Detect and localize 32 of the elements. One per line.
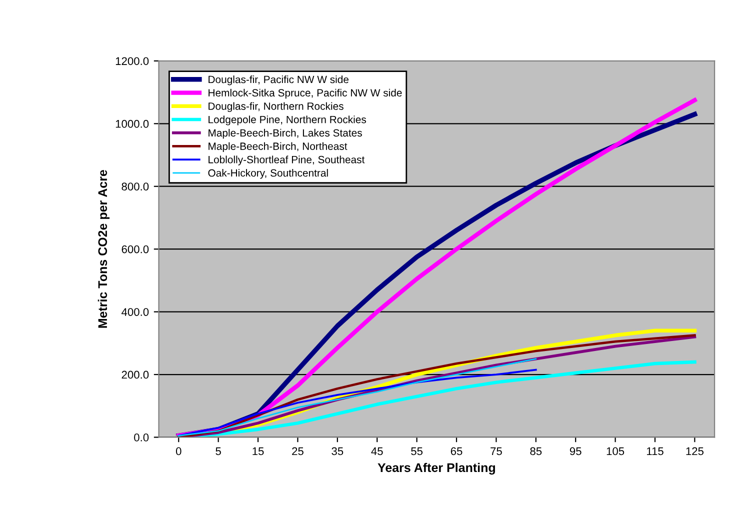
legend-label: Hemlock-Sitka Spruce, Pacific NW W side — [208, 88, 402, 99]
legend-label: Lodgepole Pine, Northern Rockies — [208, 116, 366, 126]
x-tick-label: 65 — [450, 447, 462, 456]
x-tick-label: 0 — [176, 447, 182, 456]
x-tick-label: 45 — [371, 447, 383, 456]
x-tick-label: 95 — [570, 447, 582, 456]
legend-label: Oak-Hickory, Southcentral — [208, 169, 328, 179]
x-tick-label: 125 — [686, 447, 704, 456]
y-axis-title: Metric Tons CO2e per Acre — [98, 170, 110, 328]
y-tick-label: 600.0 — [122, 245, 149, 254]
y-tick-label: 1200.0 — [116, 57, 149, 66]
x-tick-label: 5 — [216, 447, 221, 456]
line-series — [176, 360, 696, 438]
legend-label: Douglas-fir, Pacific NW W side — [208, 76, 349, 86]
legend-label: Maple-Beech-Birch, Northeast — [208, 142, 348, 152]
legend-label: Maple-Beech-Birch, Lakes States — [208, 128, 362, 139]
legend-label: Loblolly-Shortleaf Pine, Southeast — [208, 156, 365, 166]
legend-label: Douglas-fir, Northern Rockies — [208, 102, 344, 112]
x-tick-label: 55 — [411, 447, 423, 456]
x-tick-label: 105 — [606, 447, 624, 456]
y-tick-label: 800.0 — [122, 182, 149, 191]
x-tick-label: 35 — [332, 447, 344, 456]
y-tick-label: 400.0 — [122, 308, 149, 316]
x-axis-title: Years After Planting — [378, 462, 495, 475]
x-tick-label: 115 — [646, 447, 664, 456]
y-tick-label: 200.0 — [122, 370, 149, 379]
x-tick-label: 75 — [490, 447, 502, 456]
x-tick-label: 25 — [292, 447, 304, 456]
y-tick-label: 0.0 — [134, 434, 149, 442]
y-tick-label: 1000.0 — [116, 120, 149, 128]
x-tick-label: 85 — [530, 447, 542, 456]
x-tick-label: 15 — [252, 447, 264, 456]
